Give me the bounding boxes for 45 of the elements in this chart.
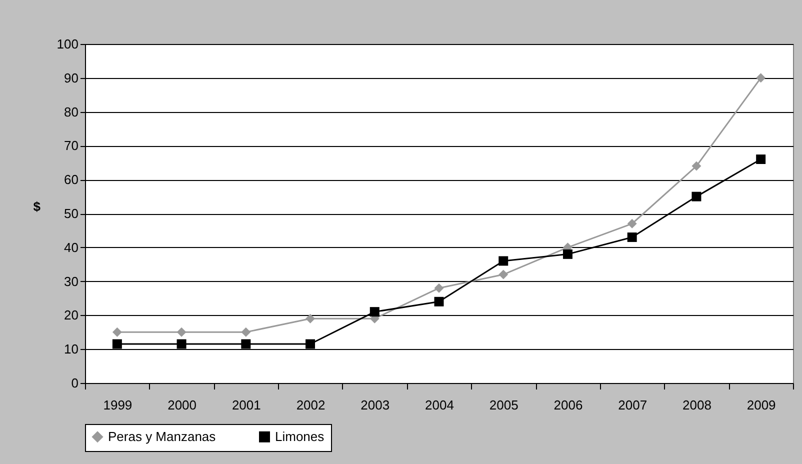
point xyxy=(370,307,380,317)
y-tick-label: 60 xyxy=(64,172,78,188)
x-tick-label: 2005 xyxy=(489,398,518,412)
point xyxy=(627,218,637,228)
x-tick-label: 2009 xyxy=(746,398,776,412)
y-axis-title: $ xyxy=(33,199,42,214)
legend-label: Limones xyxy=(275,428,325,444)
point xyxy=(692,192,702,202)
point xyxy=(498,270,508,280)
x-tick-label: 2006 xyxy=(554,398,583,412)
y-tick-label: 70 xyxy=(64,138,78,154)
point xyxy=(176,327,186,337)
y-tick-label: 30 xyxy=(64,274,78,289)
point xyxy=(434,283,444,293)
point xyxy=(241,339,251,349)
point xyxy=(112,327,122,337)
x-tick-label: 2000 xyxy=(168,398,197,412)
x-tick-label: 2007 xyxy=(618,398,648,412)
point xyxy=(627,232,637,242)
y-tick-label: 20 xyxy=(64,308,78,323)
y-tick-label: 40 xyxy=(64,240,78,255)
point xyxy=(498,256,508,266)
y-tick-label: 100 xyxy=(56,36,78,52)
point xyxy=(756,73,766,83)
legend-label: Peras y Manzanas xyxy=(108,428,216,444)
point xyxy=(692,161,702,171)
point xyxy=(176,339,186,349)
y-tick-label: 10 xyxy=(64,342,78,357)
x-tick-label: 2008 xyxy=(682,398,712,412)
x-tick-label: 2003 xyxy=(360,398,390,412)
y-tick-label: 50 xyxy=(64,206,78,221)
y-tick-label: 80 xyxy=(64,104,78,120)
point xyxy=(306,314,316,324)
x-tick-label: 2002 xyxy=(296,398,326,412)
point xyxy=(434,296,444,306)
point xyxy=(112,339,122,349)
point xyxy=(756,154,766,164)
y-tick-label: 0 xyxy=(71,376,78,390)
point xyxy=(562,249,572,259)
x-tick-label: 1999 xyxy=(103,398,132,412)
point xyxy=(241,327,251,337)
x-tick-label: 2001 xyxy=(232,398,261,412)
point xyxy=(306,339,316,349)
y-tick-label: 90 xyxy=(64,70,78,86)
x-tick-label: 2004 xyxy=(425,398,454,412)
